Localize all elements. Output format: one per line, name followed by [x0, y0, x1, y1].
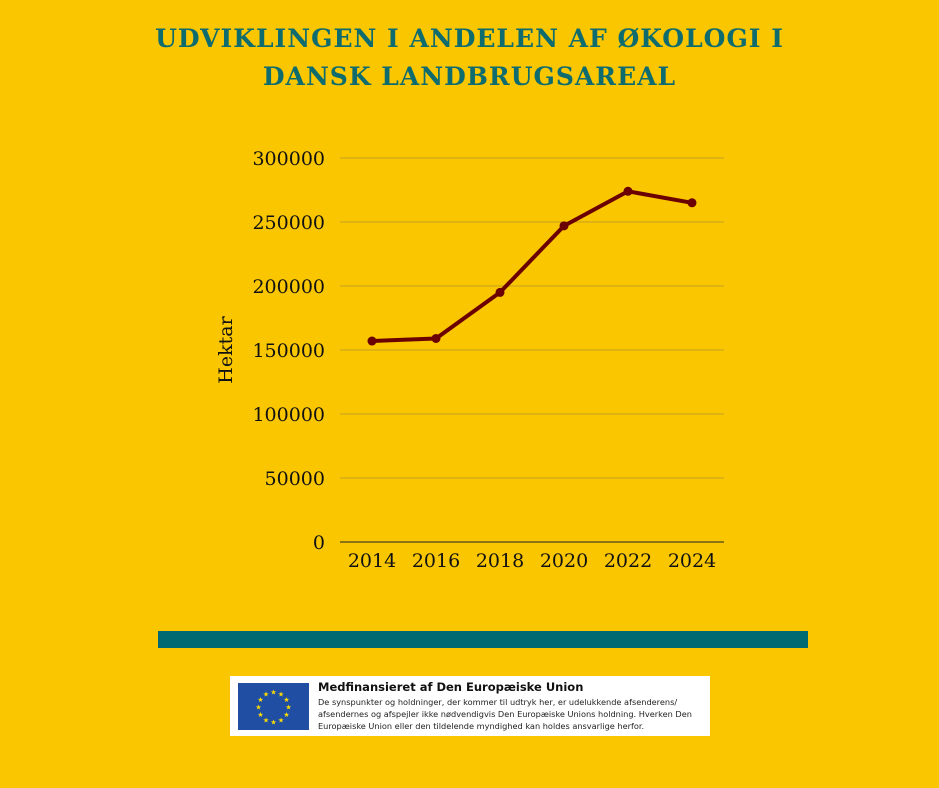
x-tick-label: 2020: [540, 550, 588, 572]
y-tick-label: 100000: [252, 404, 325, 426]
title-line-1: UDVIKLINGEN I ANDELEN AF ØKOLOGI I: [155, 24, 784, 53]
eu-star-icon: ★: [270, 689, 276, 697]
title-line-2: DANSK LANDBRUGSAREAL: [262, 62, 677, 91]
data-point: [495, 287, 505, 297]
eu-star-icon: ★: [283, 711, 289, 719]
y-tick-label: 150000: [252, 340, 325, 362]
eu-star-icon: ★: [278, 691, 284, 699]
x-tick-label: 2022: [604, 550, 652, 572]
y-tick-label: 200000: [252, 276, 325, 298]
teal-divider-band: [158, 631, 808, 648]
y-tick-label: 300000: [252, 148, 325, 170]
eu-star-icon: ★: [270, 719, 276, 727]
eu-star-icon: ★: [278, 716, 284, 724]
y-tick-label: 250000: [252, 212, 325, 234]
eu-funding-notice: ★ ★ ★ ★ ★ ★ ★ ★ ★ ★ ★ ★ Medfinansieret af Den Europ…: [230, 676, 710, 736]
eu-star-icon: ★: [263, 716, 269, 724]
eu-flag-icon: ★ ★ ★ ★ ★ ★ ★ ★ ★ ★ ★ ★: [238, 683, 309, 730]
chart-title: UDVIKLINGEN I ANDELEN AF ØKOLOGI I DANSK…: [0, 20, 939, 96]
y-axis-label: Hektar: [215, 315, 237, 383]
data-point: [431, 333, 441, 343]
eu-heading: Medfinansieret af Den Europæiske Union: [318, 680, 584, 694]
x-tick-label: 2018: [476, 550, 524, 572]
x-tick-label: 2016: [412, 550, 460, 572]
data-point: [623, 186, 633, 196]
eu-star-icon: ★: [257, 696, 263, 704]
eu-star-icon: ★: [285, 704, 291, 712]
y-tick-label: 50000: [265, 468, 325, 490]
series-line: [371, 189, 693, 344]
data-point: [367, 336, 377, 346]
eu-star-icon: ★: [263, 691, 269, 699]
eu-star-icon: ★: [283, 696, 289, 704]
eu-disclaimer: De synspunkter og holdninger, der kommer…: [318, 697, 692, 731]
eu-star-icon: ★: [255, 704, 261, 712]
data-point: [687, 198, 697, 208]
x-tick-label: 2024: [668, 550, 716, 572]
y-tick-label: 0: [313, 532, 325, 554]
eu-star-icon: ★: [257, 711, 263, 719]
line-chart: 0 50000 100000 150000 200000 250000 300000 2014…: [215, 148, 724, 572]
data-point: [559, 221, 569, 231]
x-tick-label: 2014: [348, 550, 396, 572]
